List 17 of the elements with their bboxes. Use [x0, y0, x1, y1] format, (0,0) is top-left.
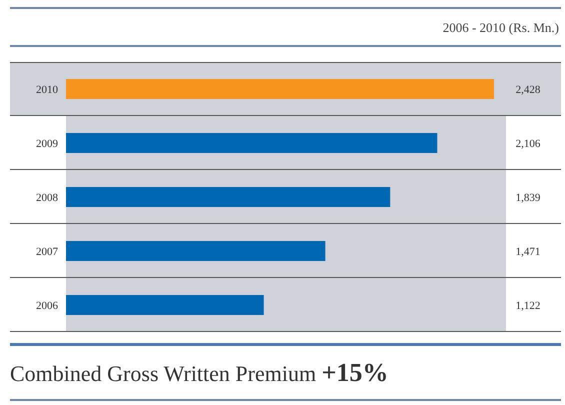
bar	[66, 241, 326, 261]
text: +15%	[322, 358, 388, 387]
y-tick-label: 2008	[36, 192, 58, 204]
chart-subtitle: 2006 - 2010 (Rs. Mn.)	[442, 20, 559, 36]
data-label: 1,122	[516, 300, 540, 312]
text: Combined Gross Written Premium	[10, 361, 316, 386]
y-tick-label: 2006	[36, 300, 58, 312]
data-label: 2,428	[516, 84, 541, 96]
bar	[66, 133, 438, 153]
data-label: 2,106	[516, 138, 541, 150]
y-tick-label: 2010	[36, 84, 58, 96]
data-label: 1,471	[516, 246, 540, 258]
y-tick-label: 2007	[36, 246, 58, 258]
data-label: 1,839	[516, 192, 541, 204]
y-tick-label: 2009	[36, 138, 58, 150]
bar	[66, 295, 264, 315]
bar	[66, 187, 390, 207]
